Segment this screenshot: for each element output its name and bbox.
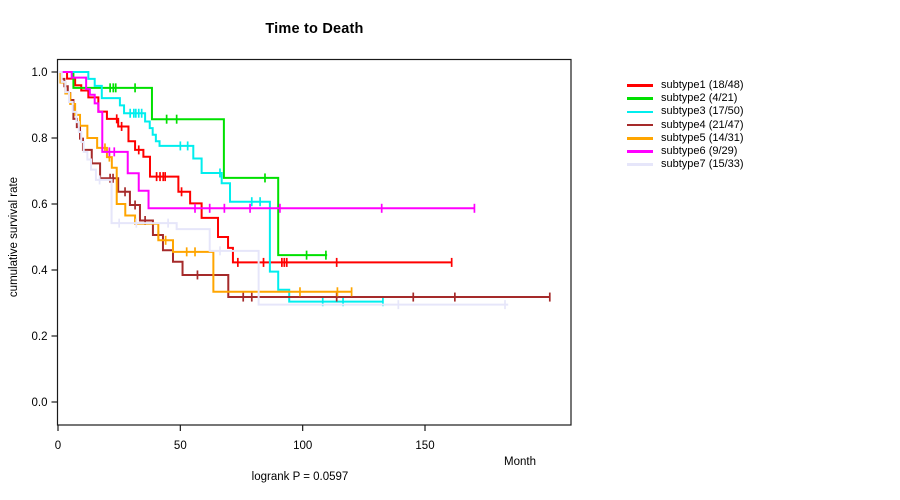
legend: subtype1 (18/48) subtype2 (4/21) subtype3 … bbox=[627, 79, 744, 171]
survival-curve-subtype2 bbox=[58, 71, 328, 257]
x-tick-label: 0 bbox=[55, 440, 61, 452]
legend-swatch-subtype4 bbox=[627, 123, 653, 127]
y-tick-label: 0.2 bbox=[32, 331, 48, 343]
legend-item-subtype3: subtype3 (17/50) bbox=[627, 105, 744, 118]
legend-swatch-subtype3 bbox=[627, 110, 653, 114]
legend-item-subtype7: subtype7 (15/33) bbox=[627, 158, 744, 171]
legend-label-subtype2: subtype2 (4/21) bbox=[661, 92, 738, 105]
x-tick-label: 50 bbox=[174, 440, 187, 452]
y-tick-label: 1.0 bbox=[32, 67, 48, 79]
legend-item-subtype1: subtype1 (18/48) bbox=[627, 79, 744, 92]
legend-label-subtype5: subtype5 (14/31) bbox=[661, 131, 744, 144]
survival-curve-subtype3 bbox=[58, 71, 383, 303]
legend-item-subtype6: subtype6 (9/29) bbox=[627, 145, 744, 158]
y-axis-title: cumulative survival rate bbox=[8, 176, 20, 298]
survival-curve-subtype6 bbox=[58, 71, 475, 210]
survival-curve-subtype5 bbox=[58, 71, 352, 293]
legend-label-subtype3: subtype3 (17/50) bbox=[661, 105, 744, 118]
legend-label-subtype7: subtype7 (15/33) bbox=[661, 158, 744, 171]
legend-item-subtype2: subtype2 (4/21) bbox=[627, 92, 744, 105]
legend-item-subtype5: subtype5 (14/31) bbox=[627, 132, 744, 145]
survival-curve-subtype7 bbox=[58, 71, 509, 306]
y-tick-label: 0.8 bbox=[32, 133, 48, 145]
legend-swatch-subtype5 bbox=[627, 137, 653, 140]
y-tick-label: 0.4 bbox=[32, 265, 49, 277]
chart-title: Time to Death bbox=[265, 21, 364, 37]
plot-box bbox=[56, 58, 572, 426]
legend-label-subtype1: subtype1 (18/48) bbox=[661, 79, 744, 91]
legend-swatch-subtype6 bbox=[627, 150, 653, 153]
legend-swatch-subtype2 bbox=[627, 97, 653, 101]
logrank-note: logrank P = 0.0597 bbox=[251, 471, 349, 483]
legend-label-subtype4: subtype4 (21/47) bbox=[661, 118, 744, 131]
legend-swatch-subtype1 bbox=[627, 84, 653, 87]
x-tick-label: 100 bbox=[293, 440, 312, 452]
x-axis-title: Month bbox=[504, 456, 536, 468]
x-tick-label: 150 bbox=[415, 440, 434, 452]
legend-label-subtype6: subtype6 (9/29) bbox=[661, 144, 738, 157]
legend-swatch-subtype7 bbox=[627, 163, 653, 167]
y-tick-label: 0.0 bbox=[32, 397, 48, 409]
survival-curve-subtype1 bbox=[58, 71, 452, 264]
legend-item-subtype4: subtype4 (21/47) bbox=[627, 119, 744, 132]
y-tick-label: 0.6 bbox=[32, 199, 48, 211]
